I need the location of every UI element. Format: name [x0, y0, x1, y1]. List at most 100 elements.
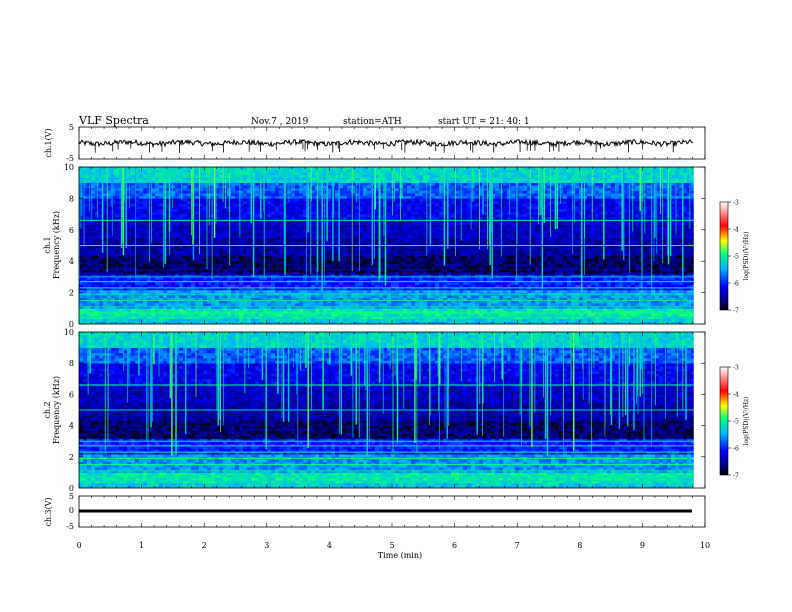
spectrogram-cell: [399, 248, 404, 251]
spectrogram-cell: [135, 242, 140, 246]
spectrogram-cell: [283, 297, 288, 301]
spectrogram-cell: [135, 303, 140, 306]
spectrogram-cell: [83, 303, 88, 306]
spectrogram-cell: [475, 297, 480, 301]
spectrogram-cell: [403, 290, 408, 293]
spectrogram-cell: [655, 276, 660, 280]
spectrogram-cell: [375, 300, 380, 304]
spectrogram-cell: [227, 287, 232, 291]
spectrogram-cell: [451, 321, 456, 325]
spectrogram-cell: [595, 321, 600, 325]
spectrogram-cell: [375, 321, 380, 325]
spectrogram-cell: [255, 240, 260, 244]
spectrogram-cell: [675, 274, 680, 278]
spectrogram-cell: [399, 318, 404, 322]
spectrogram-cell: [539, 282, 544, 285]
spectrogram-cell: [275, 250, 280, 254]
spectrogram-cell: [267, 310, 272, 314]
spectrogram-cell: [587, 248, 592, 251]
spectrogram-cell: [515, 274, 520, 278]
spectrogram-cell: [243, 261, 248, 265]
spectrogram-cell: [119, 261, 124, 265]
spectrogram-cell: [423, 318, 428, 322]
spectrogram-cell: [239, 258, 244, 262]
spectrogram-cell: [515, 279, 520, 283]
spectrogram-cell: [363, 282, 368, 285]
spectrogram-cell: [539, 321, 544, 325]
spectrogram-cell: [171, 256, 176, 259]
spectrogram-cell: [583, 313, 588, 317]
spectrogram-cell: [107, 269, 112, 272]
spectrogram-cell: [103, 284, 108, 288]
spectrogram-cell: [567, 276, 572, 280]
spectrogram-cell: [639, 308, 644, 312]
spectrogram-cell: [307, 240, 312, 244]
spectrogram-cell: [651, 269, 656, 272]
spectrogram-cell: [691, 269, 696, 272]
spectrogram-cell: [487, 266, 492, 270]
spectrogram-cell: [415, 290, 420, 293]
spectrogram-cell: [219, 282, 224, 285]
spectrogram-cell: [427, 287, 432, 291]
spectrogram-cell: [335, 271, 340, 275]
spectrogram-cell: [551, 313, 556, 317]
spectrogram-cell: [263, 321, 268, 325]
spectrogram-cell: [347, 261, 352, 265]
spectrogram-cell: [571, 297, 576, 301]
spectrogram-cell: [655, 274, 660, 278]
spectrogram-cell: [95, 308, 100, 312]
spectrogram-cell: [563, 242, 568, 246]
spectrogram-cell: [575, 271, 580, 275]
spectrogram-cell: [255, 274, 260, 278]
spectrogram-cell: [495, 282, 500, 285]
spectrogram-cell: [583, 258, 588, 262]
spectrogram-cell: [211, 256, 216, 259]
spectrogram-cell: [523, 316, 528, 319]
spectrogram-cell: [375, 261, 380, 265]
spectrogram-cell: [371, 308, 376, 312]
spectrogram-cell: [339, 256, 344, 259]
spectrogram-cell: [163, 263, 168, 267]
spectrogram-cell: [391, 297, 396, 301]
spectrogram-cell: [363, 250, 368, 254]
spectrogram-cell: [199, 318, 204, 322]
spectrogram-cell: [243, 266, 248, 270]
spectrogram-cell: [583, 256, 588, 259]
spectrogram-cell: [175, 303, 180, 306]
spectrogram-cell: [127, 303, 132, 306]
spectrogram-cell: [191, 282, 196, 285]
spectrogram-cell: [271, 274, 276, 278]
spectrogram-cell: [623, 261, 628, 265]
spectrogram-cell: [371, 276, 376, 280]
spectrogram-cell: [607, 279, 612, 283]
spectrogram-cell: [403, 287, 408, 291]
spectrogram-cell: [651, 253, 656, 257]
spectrogram-cell: [403, 310, 408, 314]
spectrogram-cell: [475, 242, 480, 246]
spectrogram-cell: [411, 242, 416, 246]
spectrogram-cell: [391, 271, 396, 275]
spectrogram-cell: [151, 303, 156, 306]
spectrogram-cell: [283, 282, 288, 285]
spectrogram-cell: [435, 250, 440, 254]
spectrogram-cell: [319, 256, 324, 259]
spectrogram-cell: [435, 316, 440, 319]
spectrogram-cell: [155, 240, 160, 244]
spectrogram-cell: [639, 274, 644, 278]
spectrogram-cell: [443, 245, 448, 249]
spectrogram-cell: [143, 266, 148, 270]
spectrogram-cell: [667, 313, 672, 317]
spectrogram-cell: [643, 263, 648, 267]
spectrogram-cell: [199, 279, 204, 283]
spectrogram-cell: [531, 250, 536, 254]
spectrogram-cell: [363, 321, 368, 325]
spectrogram-cell: [535, 300, 540, 304]
spectrogram-cell: [459, 263, 464, 267]
spectrogram-cell: [671, 253, 676, 257]
spectrogram-cell: [495, 318, 500, 322]
spectrogram-cell: [683, 318, 688, 322]
spectrogram-cell: [611, 300, 616, 304]
spectrogram-cell: [223, 282, 228, 285]
spectrogram-cell: [91, 310, 96, 314]
spectrogram-cell: [651, 313, 656, 317]
